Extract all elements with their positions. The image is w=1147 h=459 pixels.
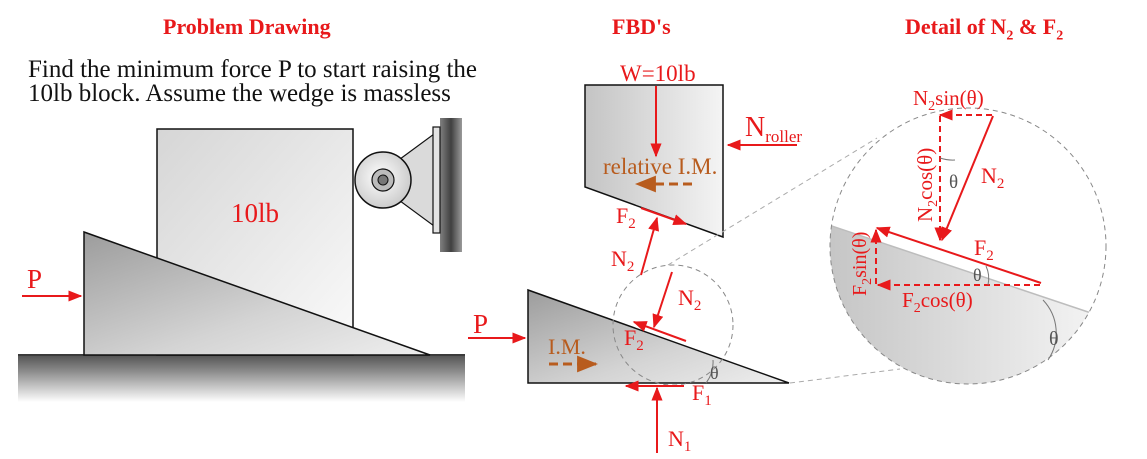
detail-angle-arc-lower (1042, 299, 1057, 361)
detail-n2sin-label: N2sin(θ) (913, 86, 984, 114)
fbd-wedge-angle-arc (705, 359, 714, 384)
fbd-block-normal-label: N2 (611, 246, 634, 275)
fbd-block-friction-arrow (640, 207, 688, 226)
fbd-wedge-friction1-label: F1 (692, 380, 712, 409)
header-problem-drawing: Problem Drawing (163, 14, 331, 39)
detail-n2-label: N2 (981, 163, 1004, 192)
problem-drawing: 10lb P (18, 118, 465, 402)
fbd-wedge-angle-label: θ (710, 363, 719, 383)
fbd-wedge-motion-label: I.M. (548, 334, 586, 359)
detail-wedge-edge (830, 221, 1101, 317)
weight-label: W=10lb (620, 61, 696, 86)
fbd-wedge-p-label: P (473, 309, 488, 339)
fbd-wedge: P I.M. N2 F2 θ F1 N1 (468, 264, 790, 455)
force-p-label: P (27, 264, 42, 294)
header-fbds: FBD's (612, 14, 671, 39)
zoom-connector-lower (789, 368, 901, 384)
detail-theta-mid: θ (973, 265, 982, 285)
detail-angle-arc-mid (985, 265, 990, 286)
fbd-wedge-normal1-label: N1 (668, 426, 691, 455)
fbd-wedge-friction2-arrow (632, 321, 687, 342)
roller-axle (377, 174, 389, 186)
fbd-wedge-normal2-label: N2 (678, 285, 701, 314)
normal-roller-label: Nroller (745, 112, 802, 146)
zoom-connector-upper (667, 137, 878, 266)
fbd-wedge-friction2-label: F2 (624, 325, 644, 354)
detail-f2sin-label: F2sin(θ) (849, 232, 875, 296)
problem-line-2: 10lb block. Assume the wedge is massless (28, 80, 451, 107)
detail-f2cos-label: F2cos(θ) (902, 288, 973, 316)
detail-angle-arc-upper (939, 157, 956, 161)
detail-theta-lower: θ (1049, 328, 1059, 350)
detail-theta-upper: θ (949, 172, 958, 193)
fbd-block-normal-arrow (640, 216, 659, 276)
fbd-block-friction-label: F2 (616, 203, 636, 232)
block-label: 10lb (231, 198, 279, 228)
relative-motion-label: relative I.M. (603, 154, 717, 179)
problem-line-1: Find the minimum force P to start raisin… (28, 56, 478, 83)
header-detail: Detail of N2 & F2 (905, 14, 1064, 44)
roller-mount-plate (432, 126, 441, 234)
detail-circle (829, 107, 1107, 385)
ground (18, 354, 465, 402)
detail-view: N2sin(θ) N2cos(θ) N2 θ F2 F2sin(θ) F2cos… (829, 86, 1107, 385)
fbd-wedge-normal2-arrow (652, 271, 673, 329)
detail-f2-arrow (875, 226, 1042, 284)
detail-n2-arrow (941, 115, 994, 242)
wedge (83, 230, 431, 356)
problem-statement: Find the minimum force P to start raisin… (28, 56, 498, 107)
detail-n2cos-label: N2cos(θ) (913, 148, 941, 222)
fbd-block: W=10lb Nroller relative I.M. F2 N2 (584, 61, 802, 276)
detail-wedge-face (830, 222, 1100, 384)
detail-f2-label: F2 (974, 235, 994, 264)
wall (440, 118, 462, 252)
fbd-block-body (584, 84, 724, 239)
